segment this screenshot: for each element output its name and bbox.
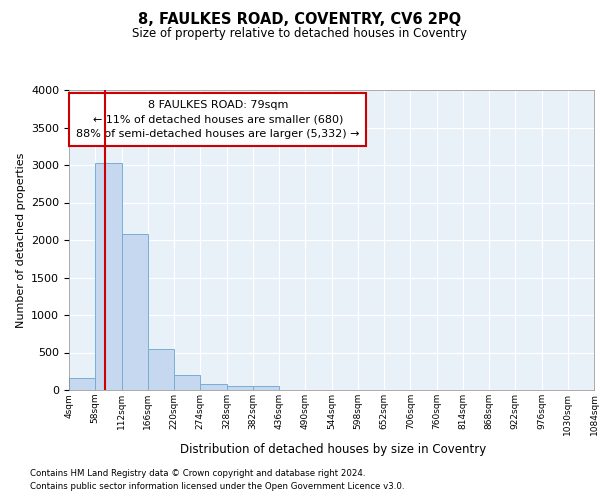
Bar: [253, 386, 279, 390]
Bar: [227, 386, 253, 390]
Bar: [200, 384, 227, 390]
Bar: [69, 378, 95, 390]
Text: Size of property relative to detached houses in Coventry: Size of property relative to detached ho…: [133, 28, 467, 40]
Bar: [174, 374, 200, 390]
Text: 8, FAULKES ROAD, COVENTRY, CV6 2PQ: 8, FAULKES ROAD, COVENTRY, CV6 2PQ: [139, 12, 461, 28]
Y-axis label: Number of detached properties: Number of detached properties: [16, 152, 26, 328]
Bar: [148, 349, 174, 390]
Text: 8 FAULKES ROAD: 79sqm
← 11% of detached houses are smaller (680)
88% of semi-det: 8 FAULKES ROAD: 79sqm ← 11% of detached …: [76, 100, 359, 140]
Bar: [121, 234, 148, 390]
Text: Contains HM Land Registry data © Crown copyright and database right 2024.: Contains HM Land Registry data © Crown c…: [30, 468, 365, 477]
Bar: [95, 163, 121, 390]
Text: Contains public sector information licensed under the Open Government Licence v3: Contains public sector information licen…: [30, 482, 404, 491]
Text: Distribution of detached houses by size in Coventry: Distribution of detached houses by size …: [180, 442, 486, 456]
